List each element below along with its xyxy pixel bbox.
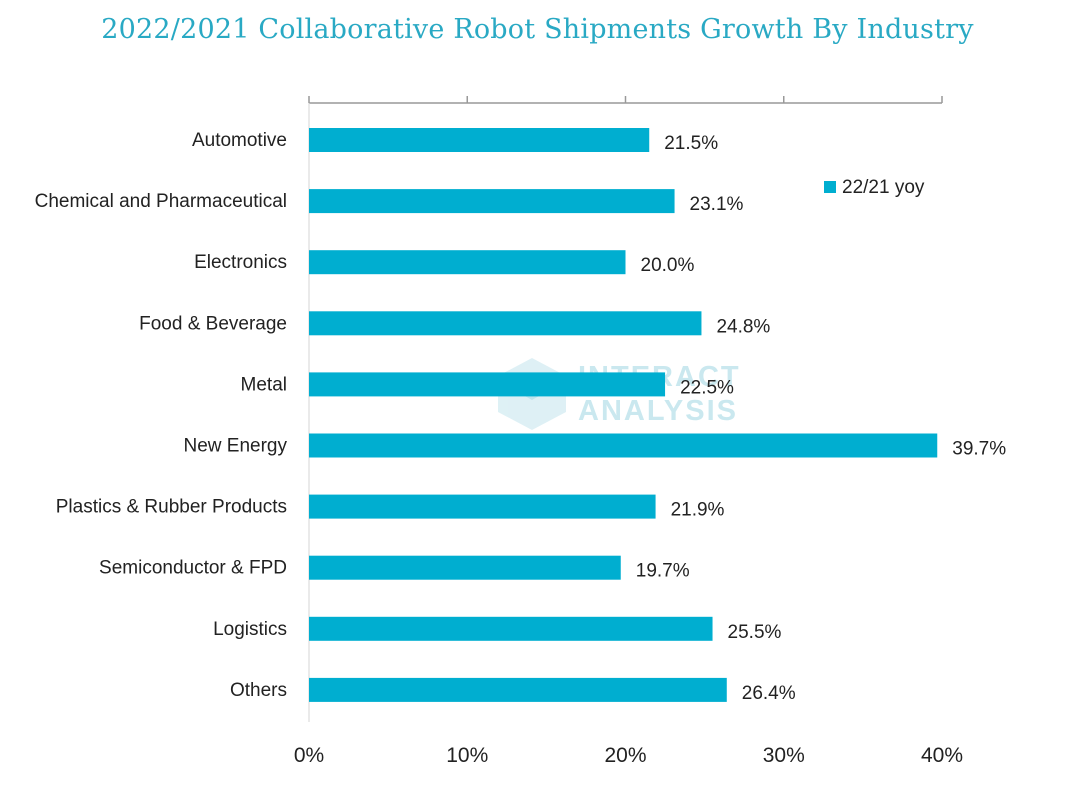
category-label: New Energy bbox=[184, 436, 288, 457]
category-label: Food & Beverage bbox=[139, 313, 287, 334]
category-label: Logistics bbox=[213, 619, 287, 640]
data-label: 23.1% bbox=[690, 194, 744, 215]
bar bbox=[309, 372, 666, 397]
category-label: Others bbox=[230, 680, 287, 701]
watermark-line2: ANALYSIS bbox=[578, 395, 738, 427]
data-label: 22.5% bbox=[680, 377, 734, 398]
category-label: Semiconductor & FPD bbox=[99, 558, 287, 579]
bar bbox=[309, 189, 675, 214]
bar bbox=[309, 128, 650, 152]
data-label: 39.7% bbox=[952, 439, 1006, 460]
data-label: 19.7% bbox=[636, 561, 690, 582]
legend-label: 22/21 yoy bbox=[842, 177, 925, 198]
chart-title: 2022/2021 Collaborative Robot Shipments … bbox=[101, 14, 974, 45]
category-label: Metal bbox=[241, 374, 287, 395]
category-label: Plastics & Rubber Products bbox=[56, 497, 287, 518]
bar bbox=[309, 677, 727, 702]
data-label: 20.0% bbox=[641, 255, 695, 276]
x-tick-label: 10% bbox=[446, 744, 488, 767]
legend-swatch bbox=[824, 181, 836, 193]
category-label: Electronics bbox=[194, 252, 287, 273]
bar bbox=[309, 311, 702, 336]
data-label: 25.5% bbox=[728, 622, 782, 643]
category-label: Chemical and Pharmaceutical bbox=[35, 191, 287, 212]
bar bbox=[309, 555, 621, 580]
category-label: Automotive bbox=[192, 130, 287, 151]
legend: 22/21 yoy bbox=[824, 177, 925, 198]
data-label: 26.4% bbox=[742, 683, 796, 704]
bar bbox=[309, 433, 938, 458]
bar bbox=[309, 616, 713, 641]
x-tick-label: 0% bbox=[294, 744, 324, 767]
bar bbox=[309, 494, 656, 519]
x-tick-label: 30% bbox=[763, 744, 805, 767]
data-label: 21.9% bbox=[671, 500, 725, 521]
x-tick-label: 20% bbox=[604, 744, 646, 767]
data-label: 21.5% bbox=[664, 133, 718, 154]
bar bbox=[309, 250, 626, 275]
x-tick-label: 40% bbox=[921, 744, 963, 767]
data-label: 24.8% bbox=[716, 316, 770, 337]
